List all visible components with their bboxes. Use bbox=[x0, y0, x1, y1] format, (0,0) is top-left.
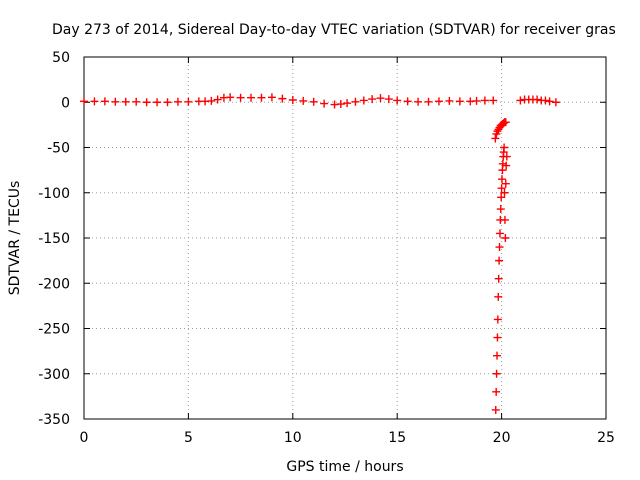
x-tick-label: 0 bbox=[80, 430, 89, 446]
data-point bbox=[491, 134, 500, 143]
y-tick-label: 0 bbox=[61, 95, 70, 111]
data-point bbox=[299, 96, 308, 105]
data-point bbox=[489, 96, 498, 105]
data-point bbox=[455, 97, 464, 106]
data-point bbox=[359, 96, 368, 105]
data-point bbox=[496, 205, 505, 214]
data-point bbox=[545, 97, 554, 106]
y-tick-label: -250 bbox=[38, 322, 70, 338]
y-tick-label: 50 bbox=[52, 50, 70, 66]
data-point bbox=[493, 333, 502, 342]
y-tick-label: -100 bbox=[38, 186, 70, 202]
data-point bbox=[502, 152, 511, 161]
x-axis-label: GPS time / hours bbox=[286, 459, 403, 475]
data-point bbox=[368, 95, 377, 104]
axis-ticks: 0 5 10 15 20 25 50 0 -50 -100 -150 -200 -250 -300 -350 bbox=[38, 50, 615, 446]
data-point bbox=[498, 175, 507, 184]
data-point bbox=[236, 93, 245, 102]
y-tick-label: -50 bbox=[47, 141, 70, 157]
data-point bbox=[495, 229, 504, 238]
data-point bbox=[288, 95, 297, 104]
data-point bbox=[336, 100, 345, 109]
data-point bbox=[163, 98, 172, 107]
x-tick-label: 5 bbox=[184, 430, 193, 446]
data-point bbox=[351, 97, 360, 106]
data-point bbox=[502, 161, 511, 170]
data-point bbox=[445, 96, 454, 105]
data-point bbox=[501, 118, 510, 127]
data-point bbox=[90, 97, 99, 106]
data-point bbox=[142, 98, 151, 107]
x-tick-label: 25 bbox=[597, 430, 615, 446]
data-point bbox=[257, 93, 266, 102]
data-point bbox=[493, 315, 502, 324]
y-axis-label: SDTVAR / TECUs bbox=[7, 181, 23, 296]
data-point bbox=[121, 97, 130, 106]
data-point bbox=[173, 97, 182, 106]
data-point bbox=[309, 97, 318, 106]
data-point bbox=[434, 97, 443, 106]
data-point bbox=[384, 95, 393, 104]
data-point bbox=[497, 193, 506, 202]
y-tick-label: -200 bbox=[38, 276, 70, 292]
data-point bbox=[424, 97, 433, 106]
data-point bbox=[493, 351, 502, 360]
data-point bbox=[500, 143, 509, 152]
data-point bbox=[226, 93, 235, 102]
data-point bbox=[153, 98, 162, 107]
data-point bbox=[500, 188, 509, 197]
data-point bbox=[480, 96, 489, 105]
data-series bbox=[80, 93, 560, 414]
y-tick-label: -300 bbox=[38, 367, 70, 383]
data-point bbox=[111, 97, 120, 106]
data-point bbox=[414, 97, 423, 106]
data-point bbox=[495, 256, 504, 265]
data-point bbox=[495, 243, 504, 252]
data-point bbox=[80, 97, 88, 106]
data-point bbox=[497, 184, 506, 193]
x-tick-label: 15 bbox=[388, 430, 406, 446]
data-point bbox=[492, 387, 501, 396]
data-point bbox=[184, 97, 193, 106]
x-tick-label: 20 bbox=[493, 430, 511, 446]
data-point bbox=[278, 94, 287, 103]
data-point bbox=[267, 93, 276, 102]
data-point bbox=[501, 234, 510, 242]
data-point bbox=[501, 179, 510, 188]
grid-lines bbox=[84, 57, 606, 419]
data-point bbox=[320, 99, 329, 108]
data-point bbox=[516, 96, 525, 105]
data-point bbox=[213, 95, 222, 104]
data-point bbox=[491, 405, 500, 414]
data-point bbox=[207, 96, 216, 105]
data-point bbox=[247, 93, 256, 102]
data-point bbox=[533, 95, 542, 104]
data-point bbox=[551, 98, 560, 107]
data-point bbox=[403, 97, 412, 106]
data-point bbox=[376, 94, 385, 103]
y-tick-label: -150 bbox=[38, 231, 70, 247]
x-tick-label: 10 bbox=[284, 430, 302, 446]
data-point bbox=[100, 97, 109, 106]
chart-title: Day 273 of 2014, Sidereal Day-to-day VTE… bbox=[52, 22, 616, 38]
data-point bbox=[472, 96, 481, 105]
data-point bbox=[494, 292, 503, 301]
data-point bbox=[494, 274, 503, 283]
data-point bbox=[492, 369, 501, 378]
data-point bbox=[132, 97, 141, 106]
data-point bbox=[393, 96, 402, 105]
data-point bbox=[500, 215, 509, 224]
data-point bbox=[541, 96, 550, 105]
data-point bbox=[343, 99, 352, 108]
y-tick-label: -350 bbox=[38, 412, 70, 428]
